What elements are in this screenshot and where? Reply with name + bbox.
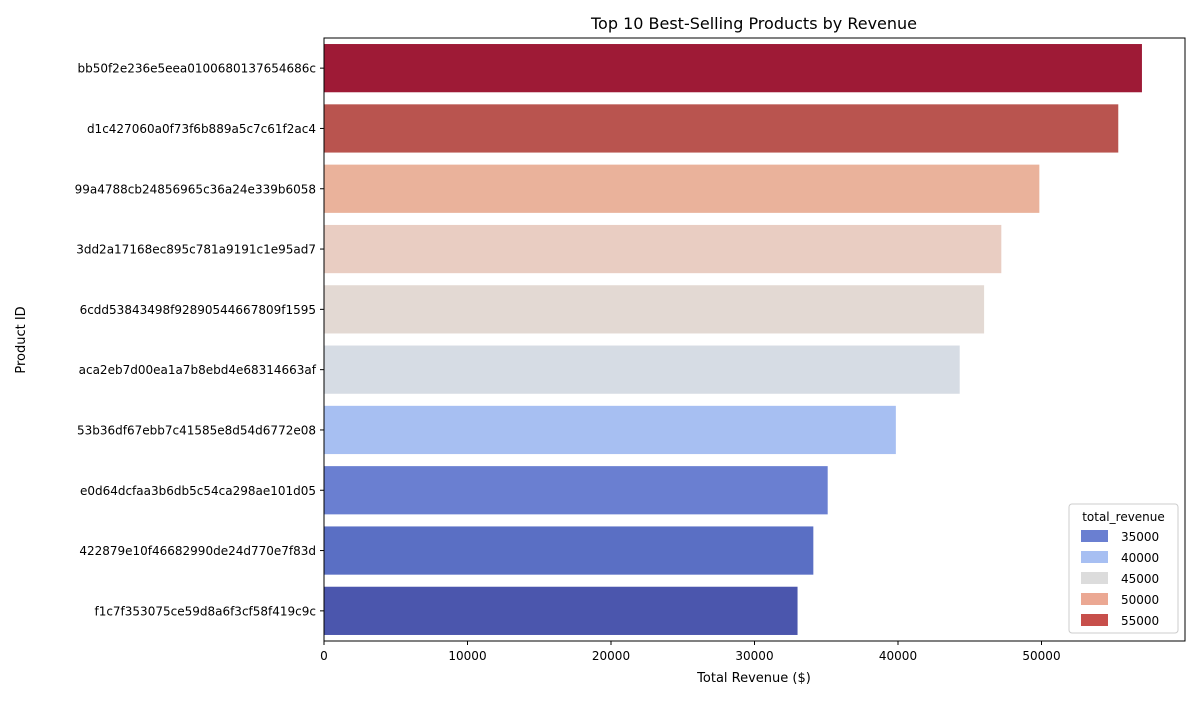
x-axis-label: Total Revenue ($) [696, 671, 811, 686]
bar [324, 526, 814, 575]
y-tick-label: e0d64dcfaa3b6db5c54ca298ae101d05 [80, 484, 316, 498]
legend-entry-label: 40000 [1121, 551, 1159, 565]
legend-entry-label: 35000 [1121, 530, 1159, 544]
x-tick-label: 50000 [1022, 649, 1060, 663]
bar [324, 44, 1142, 93]
legend-swatch [1081, 572, 1108, 584]
y-axis-label: Product ID [14, 306, 29, 373]
x-tick-label: 40000 [879, 649, 917, 663]
bar [324, 164, 1040, 213]
x-tick-label: 0 [320, 649, 328, 663]
y-tick-label: 99a4788cb24856965c36a24e339b6058 [75, 182, 316, 196]
bar [324, 285, 985, 334]
legend-swatch [1081, 530, 1108, 542]
axes-layer: bb50f2e236e5eea0100680137654686c d1c42706… [75, 37, 1186, 663]
legend-swatch [1081, 551, 1108, 563]
y-tick-label: 6cdd53843498f92890544667809f1595 [80, 303, 316, 317]
y-tick-label: bb50f2e236e5eea0100680137654686c [77, 62, 316, 76]
legend-swatch [1081, 593, 1108, 605]
x-tick-label: 10000 [448, 649, 486, 663]
bar [324, 405, 896, 455]
bars-layer [324, 44, 1142, 635]
bar [324, 224, 1002, 274]
chart-title: Top 10 Best-Selling Products by Revenue [590, 14, 917, 33]
bar [324, 466, 828, 515]
x-tick-label: 30000 [735, 649, 773, 663]
y-tick-label: 53b36df67ebb7c41585e8d54d6772e08 [77, 423, 316, 437]
legend-entry-label: 55000 [1121, 614, 1159, 628]
x-tick-label: 20000 [592, 649, 630, 663]
y-tick-label: f1c7f353075ce59d8a6f3cf58f419c9c [94, 604, 316, 618]
y-tick-label: aca2eb7d00ea1a7b8ebd4e68314663af [79, 363, 317, 377]
y-tick-label: d1c427060a0f73f6b889a5c7c61f2ac4 [87, 122, 316, 136]
bar [324, 104, 1119, 153]
legend-entry-label: 45000 [1121, 572, 1159, 586]
legend-swatch [1081, 614, 1108, 626]
y-tick-label: 422879e10f46682990de24d770e7f83d [79, 544, 316, 558]
bar [324, 345, 960, 394]
y-tick-label: 3dd2a17168ec895c781a9191c1e95ad7 [76, 243, 316, 257]
legend: total_revenue 35000 40000 45000 50000 55000 [1068, 503, 1179, 634]
legend-entry-label: 50000 [1121, 593, 1159, 607]
legend-title: total_revenue [1082, 510, 1165, 524]
bar [324, 586, 798, 635]
